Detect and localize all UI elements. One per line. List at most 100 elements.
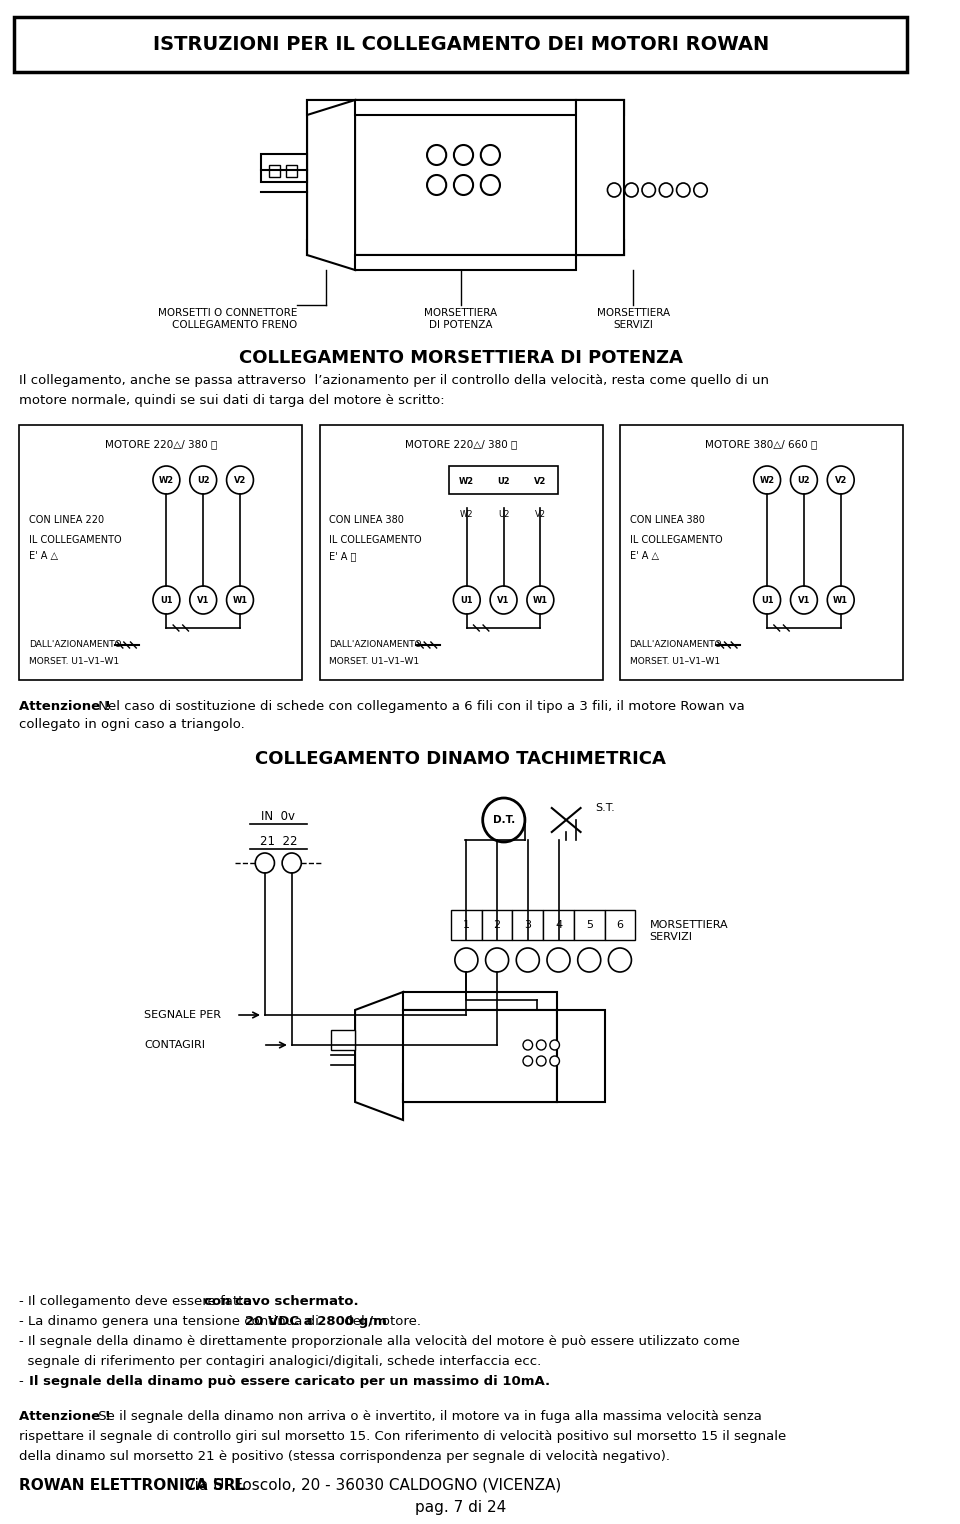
Text: U2: U2 <box>498 511 509 520</box>
Circle shape <box>153 587 180 614</box>
Text: MOTORE 220△/ 380 ⨉: MOTORE 220△/ 380 ⨉ <box>105 439 217 450</box>
Circle shape <box>550 1039 560 1050</box>
Circle shape <box>527 587 554 614</box>
Text: V1: V1 <box>798 596 810 605</box>
Circle shape <box>754 587 780 614</box>
Text: U2: U2 <box>798 475 810 485</box>
Polygon shape <box>355 101 576 114</box>
Circle shape <box>282 853 301 873</box>
Text: W1: W1 <box>533 596 548 605</box>
Text: MORSETTIERA
DI POTENZA: MORSETTIERA DI POTENZA <box>424 308 497 329</box>
Circle shape <box>491 587 517 614</box>
Text: della dinamo sul morsetto 21 è positivo (stessa corrispondenza per segnale di ve: della dinamo sul morsetto 21 è positivo … <box>19 1449 670 1463</box>
Circle shape <box>523 1056 533 1065</box>
Bar <box>286 165 298 177</box>
Circle shape <box>481 175 500 195</box>
Text: U2: U2 <box>197 475 209 485</box>
Circle shape <box>483 799 525 841</box>
Circle shape <box>255 853 275 873</box>
Circle shape <box>609 948 632 972</box>
Circle shape <box>790 587 817 614</box>
Text: rispettare il segnale di controllo giri sul morsetto 15. Con riferimento di velo: rispettare il segnale di controllo giri … <box>19 1430 786 1443</box>
Text: E' A △: E' A △ <box>630 552 659 561</box>
Text: W2: W2 <box>158 475 174 485</box>
Text: Il collegamento, anche se passa attraverso  l’azionamento per il controllo della: Il collegamento, anche se passa attraver… <box>19 373 769 387</box>
Text: W1: W1 <box>232 596 248 605</box>
Text: Attenzione !: Attenzione ! <box>19 700 111 713</box>
Bar <box>19 425 302 680</box>
Circle shape <box>190 466 217 494</box>
Bar <box>449 466 558 494</box>
Bar <box>605 910 636 940</box>
Text: IL COLLEGAMENTO: IL COLLEGAMENTO <box>29 535 121 546</box>
Circle shape <box>547 948 570 972</box>
Text: V2: V2 <box>834 475 847 485</box>
Text: 20 VDC a 2800 g/m: 20 VDC a 2800 g/m <box>245 1315 387 1327</box>
Text: CON LINEA 220: CON LINEA 220 <box>29 515 104 524</box>
Circle shape <box>642 183 656 197</box>
Circle shape <box>790 466 817 494</box>
Text: V2: V2 <box>535 511 546 520</box>
Text: CON LINEA 380: CON LINEA 380 <box>630 515 705 524</box>
Text: pag. 7 di 24: pag. 7 di 24 <box>415 1500 506 1515</box>
Text: MORSETTIERA
SERVIZI: MORSETTIERA SERVIZI <box>650 920 729 942</box>
Circle shape <box>537 1039 546 1050</box>
Circle shape <box>481 145 500 165</box>
Circle shape <box>660 183 673 197</box>
Text: MORSETTI O CONNETTORE
COLLEGAMENTO FRENO: MORSETTI O CONNETTORE COLLEGAMENTO FRENO <box>158 308 298 329</box>
Circle shape <box>523 1039 533 1050</box>
Circle shape <box>453 587 480 614</box>
Bar <box>576 101 624 255</box>
Text: 4: 4 <box>555 920 562 930</box>
Circle shape <box>608 183 621 197</box>
Text: MOTORE 220△/ 380 ⨉: MOTORE 220△/ 380 ⨉ <box>405 439 517 450</box>
Circle shape <box>754 466 780 494</box>
Bar <box>513 910 543 940</box>
Circle shape <box>828 587 854 614</box>
Circle shape <box>227 587 253 614</box>
Text: V1: V1 <box>497 596 510 605</box>
Text: IL COLLEGAMENTO: IL COLLEGAMENTO <box>630 535 722 546</box>
Bar <box>403 1084 557 1102</box>
Circle shape <box>455 948 478 972</box>
Text: 5: 5 <box>586 920 592 930</box>
Bar <box>331 1030 355 1050</box>
Circle shape <box>427 145 446 165</box>
Bar <box>482 910 513 940</box>
Text: MOTORE 380△/ 660 ⨉: MOTORE 380△/ 660 ⨉ <box>706 439 818 450</box>
Text: Nel caso di sostituzione di schede con collegamento a 6 fili con il tipo a 3 fil: Nel caso di sostituzione di schede con c… <box>94 700 745 713</box>
Text: segnale di riferimento per contagiri analogici/digitali, schede interfaccia ecc.: segnale di riferimento per contagiri ana… <box>19 1355 541 1369</box>
Text: V1: V1 <box>197 596 209 605</box>
Circle shape <box>578 948 601 972</box>
Text: IL COLLEGAMENTO: IL COLLEGAMENTO <box>329 535 421 546</box>
Bar <box>320 425 603 680</box>
Text: Se il segnale della dinamo non arriva o è invertito, il motore va in fuga alla m: Se il segnale della dinamo non arriva o … <box>94 1410 762 1423</box>
Text: DALL'AZIONAMENTO: DALL'AZIONAMENTO <box>329 640 421 649</box>
Text: W2: W2 <box>459 477 474 486</box>
Text: E' A △: E' A △ <box>29 552 58 561</box>
Text: E' A ⨉: E' A ⨉ <box>329 552 356 561</box>
Bar <box>451 910 482 940</box>
Text: D.T.: D.T. <box>492 815 515 824</box>
Text: U1: U1 <box>761 596 774 605</box>
Text: SEGNALE PER: SEGNALE PER <box>144 1010 221 1020</box>
Circle shape <box>153 466 180 494</box>
Text: Via U. Foscolo, 20 - 36030 CALDOGNO (VICENZA): Via U. Foscolo, 20 - 36030 CALDOGNO (VIC… <box>170 1478 562 1494</box>
Text: con cavo schermato.: con cavo schermato. <box>204 1295 359 1308</box>
Circle shape <box>454 145 473 165</box>
Text: -: - <box>19 1375 28 1388</box>
Circle shape <box>454 175 473 195</box>
Bar <box>403 1010 557 1102</box>
Text: 6: 6 <box>616 920 623 930</box>
Text: del motore.: del motore. <box>340 1315 420 1327</box>
Circle shape <box>550 1056 560 1065</box>
Bar <box>574 910 605 940</box>
Text: MORSET. U1–V1–W1: MORSET. U1–V1–W1 <box>329 657 420 666</box>
Bar <box>557 1010 605 1102</box>
Text: S.T.: S.T. <box>595 803 614 812</box>
Bar <box>543 910 574 940</box>
Text: W2: W2 <box>759 475 775 485</box>
Text: collegato in ogni caso a triangolo.: collegato in ogni caso a triangolo. <box>19 718 245 732</box>
Bar <box>620 425 903 680</box>
Text: MORSET. U1–V1–W1: MORSET. U1–V1–W1 <box>29 657 119 666</box>
